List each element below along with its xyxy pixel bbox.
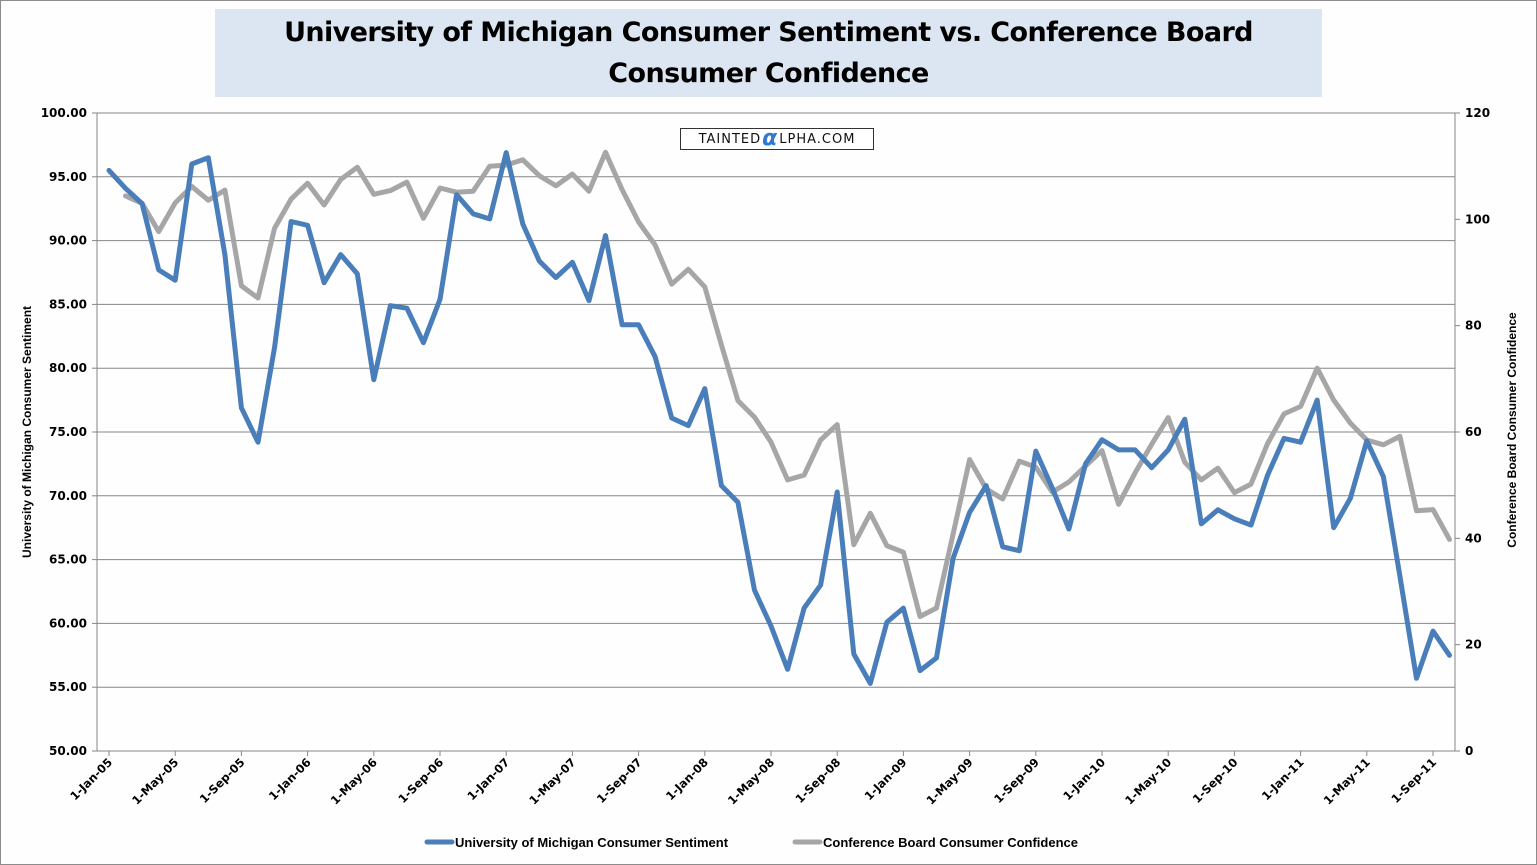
left-tick-label: 50.00 [49, 744, 87, 758]
x-tick-label: 1-Sep-10 [1190, 755, 1241, 806]
umich-sentiment-line [106, 150, 1452, 686]
x-tick-label: 1-Jan-08 [663, 755, 711, 803]
cb-confidence-line [123, 149, 1452, 619]
right-axis-title: Conference Board Consumer Confidence [1505, 312, 1519, 548]
right-tick-label: 120 [1465, 106, 1490, 120]
x-tick-label: 1-May-09 [923, 755, 975, 807]
left-tick-label: 55.00 [49, 680, 87, 694]
legend: University of Michigan Consumer Sentimen… [424, 835, 1078, 850]
left-tick-label: 60.00 [49, 616, 87, 630]
left-axis-title: University of Michigan Consumer Sentimen… [20, 306, 34, 558]
x-tick-label: 1-Sep-05 [197, 755, 248, 806]
x-tick-label: 1-Sep-07 [594, 755, 645, 806]
left-tick-label: 65.00 [49, 553, 87, 567]
watermark-logo: Tainted α lpha.com [680, 128, 874, 150]
right-axis-ticks: 120 100 80 60 40 20 0 [1455, 106, 1490, 758]
series-lines [106, 149, 1452, 686]
x-tick-label: 1-May-10 [1122, 755, 1174, 807]
logo-suffix: lpha.com [779, 131, 856, 147]
right-tick-label: 0 [1465, 744, 1473, 758]
right-tick-label: 20 [1465, 638, 1482, 652]
x-tick-label: 1-May-08 [725, 755, 777, 807]
x-tick-label: 1-Jan-05 [67, 755, 115, 803]
x-axis-ticks: 1-Jan-05 1-May-05 1-Sep-05 1-Jan-06 1-May-06… [67, 751, 1439, 807]
x-tick-label: 1-Jan-09 [862, 755, 910, 803]
x-tick-label: 1-Jan-10 [1060, 755, 1108, 803]
x-tick-label: 1-Sep-11 [1388, 755, 1439, 806]
right-tick-label: 60 [1465, 425, 1482, 439]
x-tick-label: 1-May-06 [328, 755, 380, 807]
left-tick-label: 80.00 [49, 361, 87, 375]
left-tick-label: 95.00 [49, 170, 87, 184]
x-tick-label: 1-Sep-06 [395, 755, 446, 806]
legend-label-umich: University of Michigan Consumer Sentimen… [455, 835, 729, 850]
logo-alpha-glyph: α [762, 126, 779, 151]
chart-title-box: University of Michigan Consumer Sentimen… [215, 9, 1322, 97]
x-tick-label: 1-Jan-06 [266, 755, 314, 803]
x-tick-label: 1-Jan-07 [464, 755, 512, 803]
x-tick-label: 1-Jan-11 [1259, 755, 1307, 803]
x-tick-label: 1-May-07 [526, 755, 578, 807]
x-tick-label: 1-May-11 [1321, 755, 1373, 807]
legend-label-cb: Conference Board Consumer Confidence [823, 835, 1078, 850]
x-tick-label: 1-Sep-08 [792, 755, 843, 806]
logo-prefix: Tainted [698, 131, 762, 147]
left-tick-label: 100.00 [41, 106, 87, 120]
gridlines [97, 112, 1455, 688]
left-tick-label: 75.00 [49, 425, 87, 439]
left-tick-label: 85.00 [49, 297, 87, 311]
right-tick-label: 100 [1465, 212, 1490, 226]
right-tick-label: 80 [1465, 319, 1482, 333]
right-tick-label: 40 [1465, 531, 1482, 545]
chart-title: University of Michigan Consumer Sentimen… [284, 17, 1253, 89]
left-tick-label: 70.00 [49, 489, 87, 503]
left-axis-ticks: 100.00 95.00 90.00 85.00 80.00 75.00 70.00 65.0… [41, 106, 97, 758]
x-tick-label: 1-May-05 [129, 755, 181, 807]
x-tick-label: 1-Sep-09 [991, 755, 1042, 806]
left-tick-label: 90.00 [49, 234, 87, 248]
